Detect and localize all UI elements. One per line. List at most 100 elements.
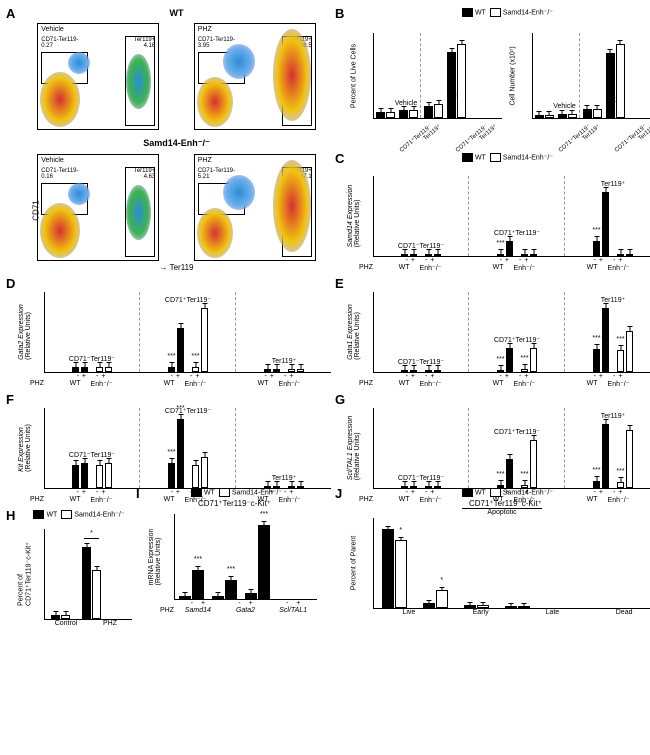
- bar: ***: [168, 367, 175, 372]
- panel-c: C WTSamd14-Enh⁻/⁻Samd14 Expression(Relat…: [337, 153, 650, 272]
- error-bar: [428, 249, 429, 255]
- bar: [92, 570, 101, 620]
- error-bar: [461, 40, 462, 45]
- panel-f-label: F: [6, 392, 14, 407]
- bar: [626, 331, 633, 372]
- error-bar: [596, 236, 597, 242]
- error-bar: [388, 526, 389, 530]
- error-bar: [500, 249, 501, 255]
- section-header: Ter119⁺: [566, 180, 650, 188]
- error-bar: [86, 543, 87, 548]
- x-axis-row2: PHZ WTEnh⁻/⁻WTEnh⁻/⁻WTEnh⁻/⁻: [22, 380, 331, 388]
- section-header: CD71⁻Ter119⁻: [374, 242, 468, 250]
- bar: [530, 254, 537, 256]
- x-axis-row2: PHZ WTEnh⁻/⁻WTEnh⁻/⁻WTEnh⁻/⁻: [351, 264, 650, 272]
- bar: ***: [192, 367, 199, 372]
- bar: ***: [497, 370, 504, 372]
- sig-stars: ***: [171, 405, 191, 412]
- facs-condition: Vehicle: [41, 26, 64, 33]
- error-bar: [500, 480, 501, 486]
- chart-section: CD71⁺Ter119⁻******: [470, 348, 564, 372]
- sig-stars: *: [82, 530, 102, 537]
- error-bar: [451, 48, 452, 53]
- legend-label: Samd14-Enh⁻/⁻: [503, 489, 553, 496]
- bar-chart: Gata1 Expression(Relative Units)CD71⁻Ter…: [351, 292, 650, 388]
- error-bar: [533, 249, 534, 255]
- chart-area: Samd14 Expression(Relative Units)CD71⁻Te…: [373, 176, 650, 257]
- x-axis: LiveEarlyLateDead: [373, 609, 650, 616]
- error-bar: [75, 362, 76, 368]
- bar: [506, 348, 513, 372]
- chart-section: Ter119⁺: [237, 369, 331, 372]
- section-header: CD71⁻Ter119⁻: [45, 355, 139, 363]
- error-bar: [218, 592, 219, 597]
- error-bar: [605, 419, 606, 425]
- chart-section: CD71⁺Ter119⁻******: [141, 308, 235, 372]
- bar: [245, 593, 257, 599]
- panel-g-label: G: [335, 392, 345, 407]
- bar: [626, 254, 633, 256]
- error-bar: [533, 343, 534, 349]
- bar-group: [447, 44, 466, 118]
- bar: [72, 367, 79, 372]
- facs-plot-wrap: VehicleCD71-Ter119-0.27Ter119+4.16: [22, 23, 175, 130]
- bar: [593, 109, 602, 118]
- bar: [386, 112, 395, 118]
- error-bar: [509, 236, 510, 242]
- section-header: Ter119⁺: [237, 474, 331, 482]
- x-cat: Late: [517, 609, 589, 616]
- bar: [521, 254, 528, 256]
- error-bar: [404, 481, 405, 487]
- chart-area: Gata1 Expression(Relative Units)CD71⁻Ter…: [373, 292, 650, 373]
- chart-section: CD71⁺Ter119⁻******: [470, 440, 564, 488]
- bar-group: [399, 110, 418, 118]
- error-bar: [108, 458, 109, 464]
- facs-genotype-title: Samd14-Enh⁻/⁻: [22, 138, 331, 149]
- bar: [545, 115, 554, 118]
- error-bar: [509, 454, 510, 460]
- bar: [409, 110, 418, 118]
- error-bar: [596, 344, 597, 350]
- bar: [602, 424, 609, 488]
- error-bar: [185, 592, 186, 597]
- section-header: CD71⁺Ter119⁻: [141, 296, 235, 304]
- panel-h-legend: WTSamd14-Enh⁻/⁻: [22, 510, 132, 519]
- error-bar: [195, 362, 196, 368]
- bar: [434, 104, 443, 118]
- facs-row-0: WTVehicleCD71-Ter119-0.27Ter119+4.16PHZC…: [22, 8, 331, 130]
- x-cat: Control: [44, 620, 88, 627]
- error-bar: [596, 476, 597, 482]
- b-chart-0: Percent of Live CellsVehiclePHZCD71⁺Ter1…: [351, 19, 502, 147]
- error-bar: [231, 576, 232, 581]
- bar: [434, 254, 441, 256]
- panel-a: A WTVehicleCD71-Ter119-0.27Ter119+4.16PH…: [8, 8, 331, 272]
- legend-swatch: [490, 8, 501, 17]
- x-axis: CD71⁺Ter119⁻Ter119⁺CD71⁺Ter119⁻Ter119⁺: [373, 119, 502, 147]
- error-bar: [533, 435, 534, 441]
- error-bar: [629, 326, 630, 332]
- figure-grid: A WTVehicleCD71-Ter119-0.27Ter119+4.16PH…: [8, 8, 642, 633]
- facs-plot: PHZCD71-Ter119-5.21Ter119+37.1: [194, 154, 316, 261]
- bar: [505, 606, 517, 608]
- panel-e: E Gata1 Expression(Relative Units)CD71⁻T…: [337, 278, 650, 388]
- x-axis-row1: -+-+-+-+-+-+: [44, 373, 331, 380]
- bar: ***: [593, 349, 600, 372]
- error-bar: [587, 105, 588, 110]
- legend-label: WT: [46, 511, 57, 518]
- bar: [179, 596, 191, 599]
- x-cat: Dead: [588, 609, 650, 616]
- bar: [382, 529, 394, 608]
- bar: [96, 367, 103, 372]
- error-bar: [509, 343, 510, 349]
- bar: [96, 465, 103, 488]
- bar-group: [464, 605, 489, 608]
- bar: [583, 109, 592, 118]
- bar: [530, 348, 537, 372]
- error-bar: [55, 611, 56, 616]
- bar: [72, 465, 79, 488]
- legend-swatch: [462, 488, 473, 497]
- bar-group: PHZ: [583, 109, 602, 118]
- legend-label: Samd14-Enh⁻/⁻: [503, 154, 553, 161]
- panel-i-legend: WTSamd14-Enh⁻/⁻: [152, 488, 317, 497]
- bar: [81, 463, 88, 488]
